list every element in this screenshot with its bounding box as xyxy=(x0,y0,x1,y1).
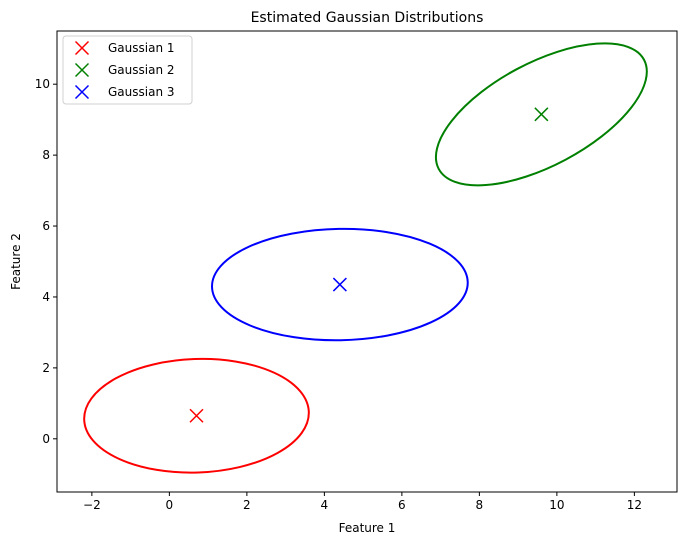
x-tick-label: 0 xyxy=(166,498,174,512)
x-tick-label: 10 xyxy=(549,498,564,512)
legend-item: Gaussian 2 xyxy=(74,62,175,78)
x-tick-label: 12 xyxy=(627,498,642,512)
legend-box xyxy=(62,35,193,105)
legend-item: Gaussian 3 xyxy=(74,84,175,100)
y-tick-label: 6 xyxy=(42,219,50,233)
y-tick-label: 0 xyxy=(42,432,50,446)
x-tick-label: −2 xyxy=(83,498,101,512)
legend-label: Gaussian 1 xyxy=(108,41,175,55)
gaussian-1-ellipse xyxy=(83,357,310,474)
gaussian-2-ellipse xyxy=(434,42,648,187)
y-tick-label: 2 xyxy=(42,361,50,375)
axes-frame xyxy=(56,30,678,493)
gaussian-2-mean-marker xyxy=(534,107,549,122)
gaussian-1-mean-marker xyxy=(189,408,204,423)
y-axis-label: Feature 2 xyxy=(9,233,23,290)
legend-marker-icon xyxy=(74,84,90,100)
legend-label: Gaussian 2 xyxy=(108,63,175,77)
axis-ticks: −2 0 2 4 6 8 10 12 0 2 4 6 8 10 xyxy=(35,77,642,512)
x-tick-label: 2 xyxy=(243,498,251,512)
x-tick-label: 8 xyxy=(476,498,484,512)
y-tick-label: 4 xyxy=(42,290,50,304)
y-tick-label: 8 xyxy=(42,148,50,162)
y-tick-label: 10 xyxy=(35,77,50,91)
legend-marker-icon xyxy=(74,40,90,56)
x-tick-label: 6 xyxy=(398,498,406,512)
gaussian-3-mean-marker xyxy=(332,277,347,292)
gaussian-3-ellipse xyxy=(211,227,469,342)
legend-label: Gaussian 3 xyxy=(108,85,175,99)
legend-item: Gaussian 1 xyxy=(74,40,175,56)
x-tick-label: 4 xyxy=(321,498,329,512)
chart-title: Estimated Gaussian Distributions xyxy=(251,10,484,26)
legend: Gaussian 1 Gaussian 2 Gaussian 3 xyxy=(62,35,193,105)
legend-marker-icon xyxy=(74,62,90,78)
plot-area xyxy=(83,42,648,474)
x-axis-label: Feature 1 xyxy=(339,521,396,535)
